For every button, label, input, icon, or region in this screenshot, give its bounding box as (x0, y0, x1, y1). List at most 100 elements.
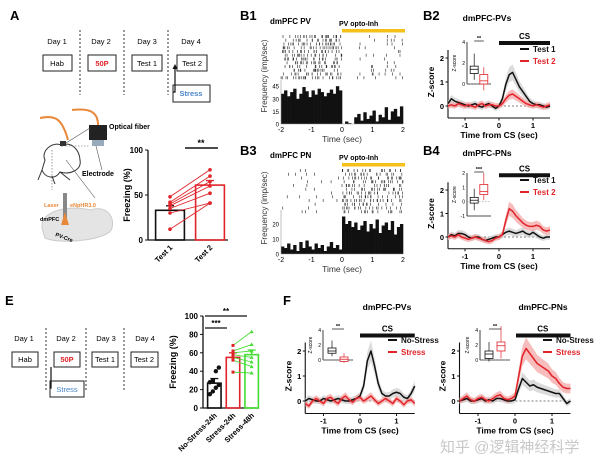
legend-label: No-Stress (401, 336, 439, 345)
histogram-bar (363, 112, 367, 124)
y-tick-label: 60 (189, 349, 198, 358)
histogram-bar (332, 248, 337, 254)
x-tick-label: 0 (513, 417, 517, 426)
inset-y-tick-label: 1 (462, 185, 465, 191)
y-tick-label: 2 (451, 347, 455, 356)
series-line (447, 93, 551, 108)
histogram-bar (305, 240, 309, 254)
day-label: Day 1 (47, 37, 67, 46)
session-box (87, 54, 117, 72)
cs-label: CS (382, 325, 394, 334)
stress-box (49, 380, 85, 398)
y-tick-label: 1 (440, 210, 444, 219)
y-tick-label: 45 (272, 85, 279, 91)
significance-marker: *** (211, 319, 221, 328)
cs-bar (499, 173, 550, 178)
legend-label: Stress (401, 348, 426, 357)
session-label: Hab (18, 355, 32, 364)
x-tick-label: 1 (550, 417, 554, 426)
x-tick-label: -1 (475, 417, 482, 426)
y-tick-label: 0 (440, 233, 444, 242)
session-box (131, 54, 163, 72)
session-box (42, 54, 73, 72)
data-point (249, 342, 254, 347)
data-point (231, 349, 235, 353)
histogram-bar (281, 246, 285, 254)
cs-label: CS (519, 164, 531, 173)
mouse-legs (37, 169, 71, 185)
series-line (459, 377, 571, 405)
x-tick-label: 1 (371, 257, 375, 264)
chart-title: dmPFC-PVs (463, 13, 512, 23)
box (496, 341, 506, 352)
x-axis-label: Time from CS (sec) (321, 426, 398, 436)
histogram-bar (293, 245, 297, 254)
y-tick-label: 100 (185, 312, 199, 321)
histogram-bar (302, 248, 306, 254)
histogram-bar (396, 227, 401, 254)
y-tick-label: 0 (139, 236, 144, 245)
protocol-timeline-e: Day 1 Day 2 Day 3 Day 4 Hab 50P Test 1 T… (11, 328, 159, 398)
y-axis-label: Z-score (438, 360, 448, 391)
data-point (213, 385, 219, 390)
session-box (11, 351, 39, 368)
inset-y-tick-label: 2 (475, 343, 478, 349)
paired-line (232, 344, 252, 352)
data-point (207, 392, 213, 397)
inset-y-tick-label: 2 (462, 171, 465, 177)
significance-marker: ** (197, 138, 205, 148)
paired-line (232, 354, 252, 358)
series-line (304, 350, 416, 402)
inset-y-tick-label: 4 (462, 40, 465, 46)
x-tick-label: 1 (531, 252, 535, 261)
data-point (216, 365, 222, 370)
day-label: Day 3 (137, 37, 157, 46)
x-tick-label: -1 (308, 257, 314, 264)
optical-fiber-label: Optical fiber (109, 124, 150, 131)
cs-bar (360, 333, 415, 338)
data-point (168, 211, 172, 215)
data-point (231, 351, 235, 355)
y-axis-label: Z-score (426, 198, 436, 229)
x-tick-label: 0 (497, 252, 501, 261)
significance-marker: ** (493, 324, 498, 330)
box (479, 184, 489, 195)
histogram-bar (369, 224, 373, 254)
day-label: Day 2 (91, 37, 111, 46)
paired-line (169, 185, 211, 207)
significance-marker: ** (336, 324, 341, 330)
y-axis-label: Frequency (imp/sec) (260, 39, 269, 112)
histogram-bar (399, 106, 404, 124)
inset-y-tick-label: 4 (475, 328, 478, 334)
inset-boxplot: 0 2 4 Z-score ** (465, 324, 516, 364)
y-axis-label: Freezing (%) (168, 335, 178, 389)
inset-y-axis-label: Z-score (452, 186, 458, 203)
x-tick-label: 2 (401, 127, 405, 134)
cs-bar (515, 333, 571, 338)
panel-label-b1: B1 (240, 8, 257, 23)
y-tick-label: 2 (297, 347, 301, 356)
x-tick-label: 1 (394, 417, 398, 426)
laser-label: Laser (44, 203, 60, 209)
histogram-bar (375, 121, 379, 124)
chart-title: dmPFC-PVs (363, 302, 412, 312)
inset-y-axis-label: Z-score (452, 54, 458, 71)
histogram-bar (314, 94, 318, 124)
y-tick-label: 0 (276, 123, 280, 129)
y-tick-label: 20 (189, 386, 198, 395)
inset-background (465, 171, 497, 220)
stress-label: Stress (180, 89, 203, 98)
y-tick-label: 1 (440, 78, 444, 87)
day-label: Day 1 (14, 334, 34, 343)
arrow-icon (173, 67, 176, 93)
paired-line (232, 331, 252, 346)
x-tick-label: -1 (308, 127, 314, 134)
histogram-bar (305, 91, 309, 124)
inset-boxplot: 0 2 4 Z-score ** (452, 36, 497, 91)
paired-line (169, 192, 211, 209)
histogram-bar (357, 230, 361, 254)
box (469, 65, 479, 74)
paired-line (232, 359, 252, 368)
histogram-bar (335, 86, 340, 124)
